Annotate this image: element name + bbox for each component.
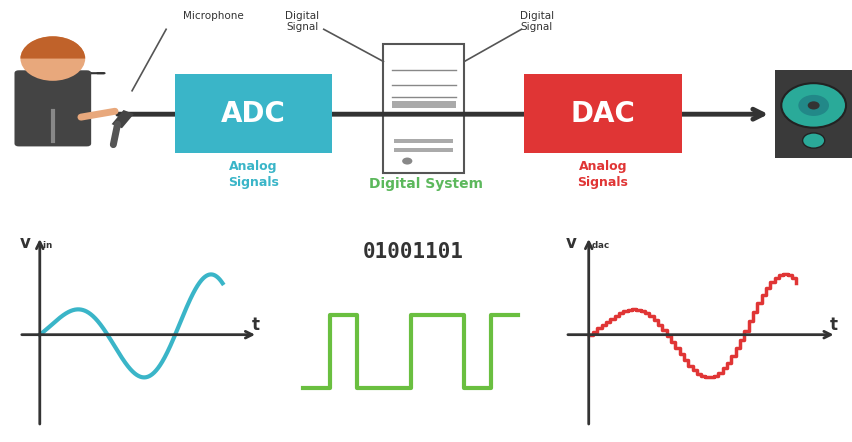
- Text: t: t: [251, 316, 260, 334]
- Text: Digital
Signal: Digital Signal: [520, 11, 554, 32]
- Text: Analog
Signals: Analog Signals: [228, 160, 279, 190]
- Text: 01001101: 01001101: [363, 242, 463, 262]
- Text: t: t: [829, 316, 838, 334]
- Circle shape: [798, 95, 829, 116]
- Text: Analog
Signals: Analog Signals: [578, 160, 628, 190]
- Text: Digital System: Digital System: [369, 177, 483, 191]
- Text: $\mathbf{_{dac}}$: $\mathbf{_{dac}}$: [591, 237, 610, 250]
- Circle shape: [808, 101, 820, 110]
- Circle shape: [781, 83, 846, 128]
- Text: $\mathbf{v}$: $\mathbf{v}$: [565, 234, 578, 252]
- Bar: [394, 148, 453, 152]
- Bar: [524, 74, 682, 153]
- Text: Microphone: Microphone: [182, 11, 244, 20]
- Bar: [112, 110, 134, 128]
- Circle shape: [402, 157, 412, 164]
- Text: $\mathbf{_{in}}$: $\mathbf{_{in}}$: [42, 237, 53, 250]
- Text: ADC: ADC: [221, 100, 286, 128]
- Bar: [775, 70, 852, 158]
- Wedge shape: [20, 36, 85, 58]
- Bar: [383, 44, 464, 173]
- Circle shape: [20, 36, 85, 81]
- Text: Digital
Signal: Digital Signal: [285, 11, 320, 32]
- Text: $\mathbf{v}$: $\mathbf{v}$: [19, 234, 32, 252]
- Bar: [175, 74, 332, 153]
- FancyBboxPatch shape: [14, 70, 91, 146]
- Circle shape: [803, 133, 825, 148]
- Text: DAC: DAC: [570, 100, 636, 128]
- Bar: [394, 139, 453, 144]
- Bar: [392, 101, 456, 108]
